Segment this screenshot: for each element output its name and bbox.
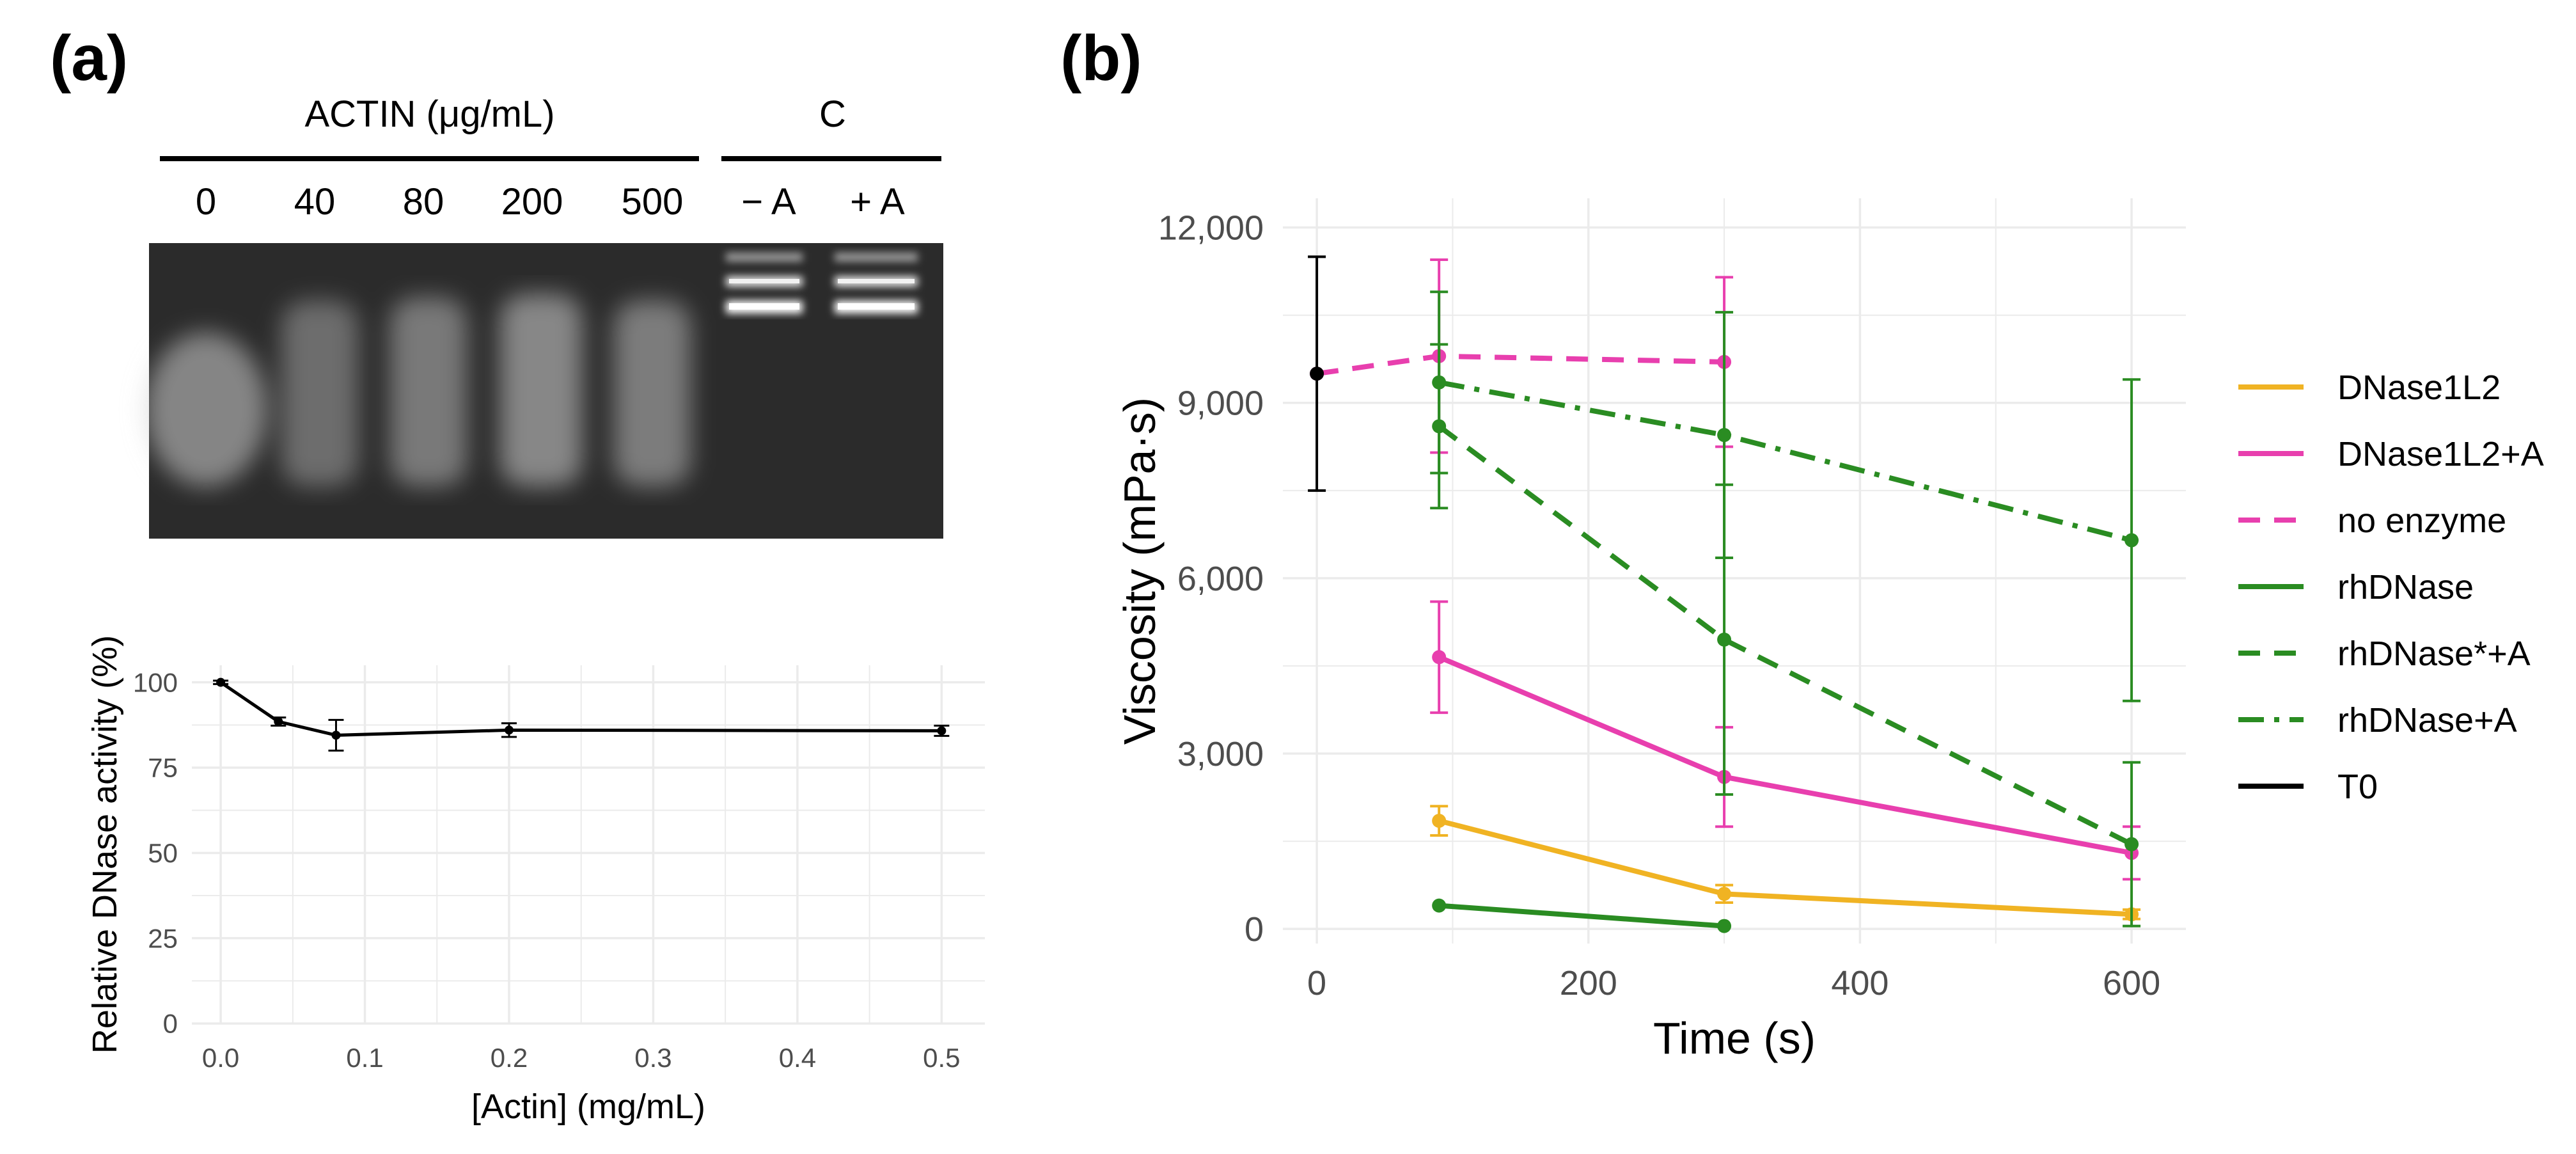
y-tick-label: 6,000 <box>1177 560 1264 598</box>
gel-image <box>145 243 943 539</box>
legend-item: no enzyme <box>2238 502 2506 540</box>
data-point <box>1432 375 1447 390</box>
legend-label: rhDNase <box>2337 568 2474 606</box>
gel-lane-label: 40 <box>294 181 336 223</box>
x-tick-label: 0 <box>1307 964 1326 1002</box>
series-dnase1l2-a <box>1430 600 2141 881</box>
y-tick-label: 75 <box>148 753 178 783</box>
legend-label: DNase1L2 <box>2337 368 2501 407</box>
data-point <box>937 726 946 736</box>
data-point <box>1432 814 1447 828</box>
series-dnase1l2 <box>1430 805 2141 922</box>
gel-lane-label: + A <box>850 181 905 223</box>
data-point <box>1717 919 1732 933</box>
actin-activity-chart: 0.0 0.1 0.2 0.3 0.4 0.5 0 25 50 75 100 [Actin] (mg/… <box>86 635 985 1126</box>
viscosity-chart: 0 200 400 600 0 3,000 6,000 9,000 12,000 Time (s)… <box>1115 198 2186 1063</box>
y-tick-label: 3,000 <box>1177 735 1264 773</box>
data-point <box>216 677 226 687</box>
y-tick-label: 12,000 <box>1158 209 1264 248</box>
x-tick-label: 0.0 <box>202 1043 239 1073</box>
series-line <box>1438 654 2132 856</box>
series-0 <box>213 677 950 752</box>
x-axis-label: Time (s) <box>1653 1013 1816 1063</box>
data-point <box>1717 887 1732 901</box>
x-tick-label: 0.2 <box>491 1043 528 1073</box>
x-tick-label: 200 <box>1560 964 1617 1002</box>
data-point <box>1717 632 1732 647</box>
x-tick-label: 0.3 <box>634 1043 671 1073</box>
legend-item: T0 <box>2238 768 2378 806</box>
gel-header: ACTIN (μg/mL) C 0 40 80 200 500 − A + A <box>160 93 941 223</box>
x-tick-label: 400 <box>1831 964 1889 1002</box>
series-rhdnase <box>1432 898 1732 933</box>
panel-b-label: (b) <box>1060 22 1142 94</box>
gel-lane-label: 0 <box>196 181 216 223</box>
gel-group1-label: ACTIN (μg/mL) <box>304 93 554 135</box>
viscosity-legend: DNase1L2 DNase1L2+A no enzyme rhDNase rhDNas… <box>2238 368 2544 806</box>
legend-item: rhDNase+A <box>2238 701 2517 739</box>
x-axis-label: [Actin] (mg/mL) <box>471 1087 705 1126</box>
y-tick-label: 0 <box>163 1009 178 1039</box>
gel-lane-label: 80 <box>403 181 444 223</box>
legend-label: no enzyme <box>2337 502 2506 540</box>
legend-label: rhDNase+A <box>2337 701 2517 739</box>
x-tick-label: 0.1 <box>346 1043 383 1073</box>
legend-label: T0 <box>2337 768 2378 806</box>
y-axis-label: Relative DNase activity (%) <box>86 635 124 1054</box>
y-axis-label: Viscosity (mPa·s) <box>1115 397 1165 745</box>
legend-label: DNase1L2+A <box>2337 435 2544 473</box>
series-line <box>1316 353 1725 377</box>
legend-label: rhDNase*+A <box>2337 635 2531 673</box>
gel-lane-label: 500 <box>622 181 684 223</box>
gel-group2-label: C <box>819 93 846 135</box>
x-tick-label: 600 <box>2103 964 2160 1002</box>
data-point <box>1432 650 1447 665</box>
y-tick-label: 0 <box>1245 910 1264 949</box>
panel-a-label: (a) <box>50 22 128 94</box>
y-tick-label: 50 <box>148 838 178 868</box>
series-t0 <box>1308 255 1326 492</box>
series-line <box>1437 424 2133 847</box>
y-tick-label: 9,000 <box>1177 384 1264 423</box>
data-point <box>1310 367 1324 381</box>
legend-item: rhDNase*+A <box>2238 635 2531 673</box>
data-point <box>2124 533 2139 548</box>
data-point <box>505 725 514 735</box>
series-rhdnase-a <box>1430 343 2141 928</box>
data-point <box>274 717 283 726</box>
data-point <box>2124 837 2139 851</box>
legend-item: DNase1L2+A <box>2238 435 2544 473</box>
data-point <box>331 731 341 740</box>
y-tick-label: 25 <box>148 923 178 953</box>
x-tick-label: 0.4 <box>779 1043 816 1073</box>
series-line <box>1438 903 1725 929</box>
series-line <box>1438 379 2133 543</box>
legend-item: rhDNase <box>2238 568 2474 606</box>
gel-lane-label: − A <box>741 181 796 223</box>
data-point <box>1432 898 1447 913</box>
series-no-enzyme <box>1310 258 1734 454</box>
y-tick-label: 100 <box>133 667 178 697</box>
series-rhdnase-a <box>1430 290 2141 702</box>
x-tick-label: 0.5 <box>923 1043 960 1073</box>
data-point <box>1717 428 1732 443</box>
legend-item: DNase1L2 <box>2238 368 2501 407</box>
gel-lane-label: 200 <box>501 181 563 223</box>
